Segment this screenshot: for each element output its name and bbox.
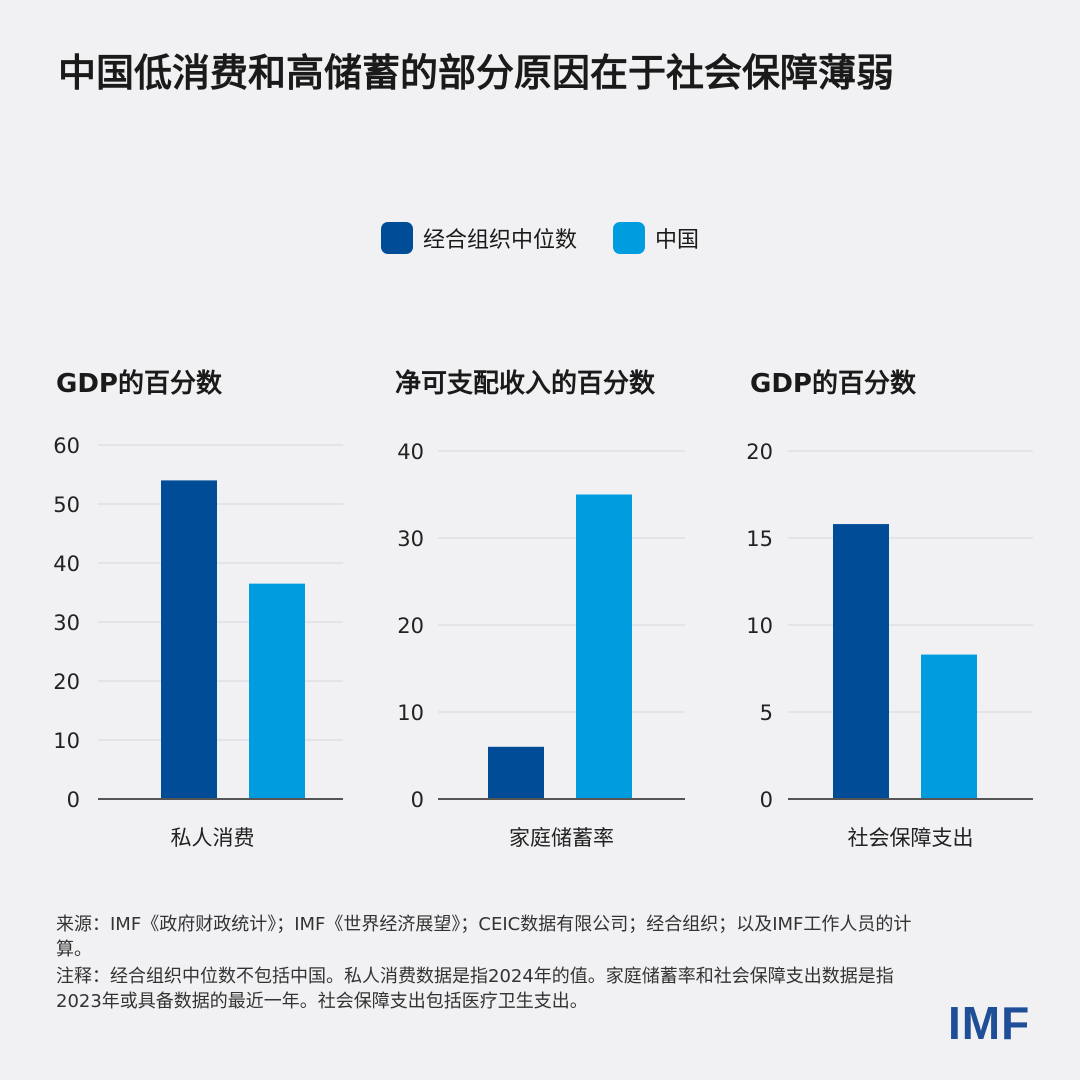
x-category-label: 私人消费	[171, 826, 255, 850]
y-tick-label: 40	[53, 552, 80, 576]
bar-oecd	[488, 746, 544, 799]
y-tick-label: 10	[53, 729, 80, 753]
panel-title-savings: 净可支配收入的百分数	[395, 369, 656, 399]
bar-oecd	[833, 524, 889, 799]
bar-china	[249, 583, 305, 799]
y-tick-label: 30	[397, 527, 424, 551]
bar-china	[576, 494, 632, 799]
y-tick-label: 0	[760, 788, 773, 812]
legend-item-china: 中国	[613, 222, 699, 254]
y-tick-label: 0	[67, 788, 80, 812]
footer-note: 注释：经合组织中位数不包括中国。私人消费数据是指2024年的值。家庭储蓄率和社会…	[56, 966, 894, 1012]
panel-title-social-security: GDP的百分数	[750, 369, 916, 399]
y-tick-label: 20	[746, 440, 773, 464]
y-tick-label: 60	[53, 434, 80, 458]
y-tick-label: 0	[411, 788, 424, 812]
legend: 经合组织中位数 中国	[0, 222, 1080, 254]
x-category-label: 家庭储蓄率	[509, 826, 614, 850]
y-tick-label: 30	[53, 611, 80, 635]
x-category-label: 社会保障支出	[848, 826, 974, 850]
y-tick-label: 15	[746, 527, 773, 551]
bar-china	[921, 654, 977, 799]
legend-item-oecd: 经合组织中位数	[380, 222, 577, 254]
legend-label-china: 中国	[655, 228, 700, 253]
chart-title: 中国低消费和高储蓄的部分原因在于社会保障薄弱	[58, 51, 895, 95]
legend-swatch-oecd	[380, 222, 413, 254]
footer: 来源：IMF《政府财政统计》；IMF《世界经济展望》；CEIC数据有限公司；经合…	[56, 912, 916, 1016]
legend-label-oecd: 经合组织中位数	[422, 228, 577, 253]
y-tick-label: 5	[760, 701, 773, 725]
y-tick-label: 10	[397, 701, 424, 725]
bar-oecd	[161, 480, 217, 799]
y-tick-label: 50	[53, 493, 80, 517]
y-tick-label: 10	[746, 614, 773, 638]
y-tick-label: 20	[53, 670, 80, 694]
imf-logo: IMF	[948, 997, 1031, 1049]
y-tick-label: 40	[397, 440, 424, 464]
panel-title-consumption: GDP的百分数	[56, 369, 222, 399]
y-tick-label: 20	[397, 614, 424, 638]
footer-source: 来源：IMF《政府财政统计》；IMF《世界经济展望》；CEIC数据有限公司；经合…	[56, 914, 912, 960]
legend-swatch-china	[613, 222, 645, 254]
